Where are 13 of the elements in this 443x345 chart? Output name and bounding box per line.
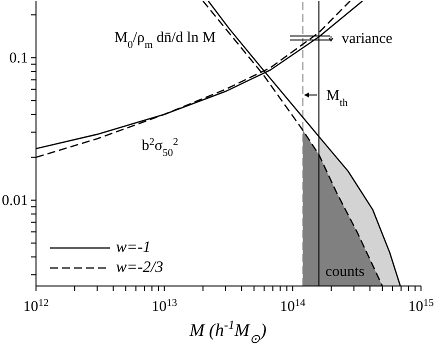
x-tick-label: 10$^{13}$: [152, 298, 178, 315]
x-tick-label: 10$^{14}$: [280, 298, 306, 315]
legend-label: w=-1: [116, 239, 151, 257]
x-tick-label: 10$^{12}$: [23, 298, 49, 315]
annotation: M$_{th}$: [326, 88, 349, 108]
annotation: counts: [325, 264, 365, 280]
annotation: M$_{0}$/ρ$_{m}$ dn̄/d ln M: [114, 30, 216, 50]
x-axis-title: M (h$^{-1}$M$_{⊙}$): [188, 318, 266, 345]
annotation: variance: [342, 31, 393, 47]
y-tick-label: 0.1: [9, 50, 28, 67]
x-tick-label: 10$^{15}$: [408, 298, 434, 315]
legend-label: w=-2/3: [116, 259, 164, 277]
y-tick-label: 0.01: [2, 193, 28, 210]
